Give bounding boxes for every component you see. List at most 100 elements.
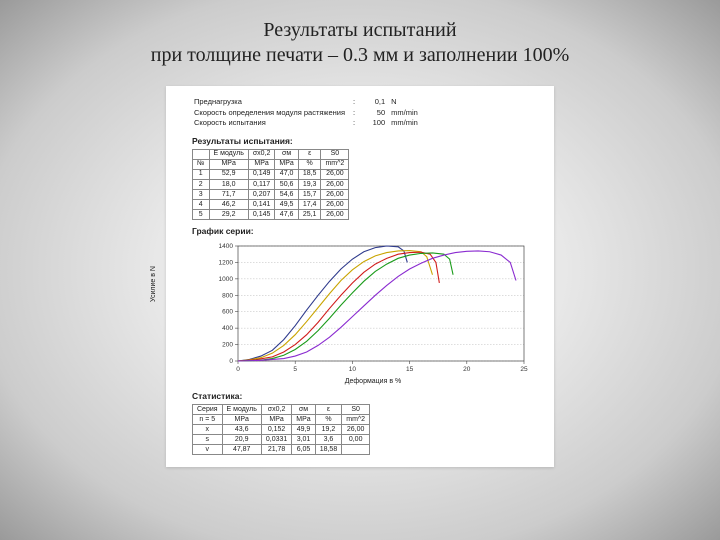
svg-text:10: 10 <box>349 366 357 373</box>
stats-table: СерияE модульσx0,2σмεS0n = 5MPaMPaMPa%mm… <box>192 404 370 455</box>
header-cell: mm^2 <box>321 159 349 169</box>
header-cell: ε <box>315 405 342 415</box>
cell <box>342 445 370 455</box>
cell: 0,117 <box>248 180 275 190</box>
cell: 26,00 <box>321 169 349 179</box>
cell: 43,6 <box>222 425 261 435</box>
header-cell: σx0,2 <box>261 405 291 415</box>
param-value: 50 <box>359 109 389 118</box>
cell: 19,3 <box>298 180 321 190</box>
header-cell: MPa <box>275 159 298 169</box>
cell: 0,141 <box>248 200 275 210</box>
x-axis-label: Деформация в % <box>210 378 536 385</box>
svg-text:200: 200 <box>222 342 233 349</box>
cell: 47,0 <box>275 169 298 179</box>
cell: 20,9 <box>222 435 261 445</box>
cell: 19,2 <box>315 425 342 435</box>
cell: 49,9 <box>292 425 315 435</box>
cell: s <box>193 435 223 445</box>
cell: 17,4 <box>298 200 321 210</box>
svg-text:5: 5 <box>293 366 297 373</box>
param-unit: N <box>391 98 422 107</box>
svg-text:0: 0 <box>236 366 240 373</box>
cell: x <box>193 425 223 435</box>
header-cell: mm^2 <box>342 415 370 425</box>
cell: 18,58 <box>315 445 342 455</box>
parameters-block: Преднагрузка : 0,1 NСкорость определения… <box>192 96 424 130</box>
cell: 26,00 <box>321 180 349 190</box>
svg-text:25: 25 <box>520 366 528 373</box>
header-cell: % <box>298 159 321 169</box>
cell: 52,9 <box>209 169 248 179</box>
header-cell: σм <box>292 405 315 415</box>
cell: 4 <box>193 200 210 210</box>
cell: 47,6 <box>275 210 298 220</box>
cell: 1 <box>193 169 210 179</box>
svg-text:1000: 1000 <box>219 276 234 283</box>
title-line2: при толщине печати – 0.3 мм и заполнении… <box>0 43 720 68</box>
header-cell: MPa <box>222 415 261 425</box>
cell: 26,00 <box>321 210 349 220</box>
header-cell: σм <box>275 149 298 159</box>
param-label: Преднагрузка <box>194 98 349 107</box>
cell: 21,78 <box>261 445 291 455</box>
cell: 54,6 <box>275 190 298 200</box>
cell: 29,2 <box>209 210 248 220</box>
title-line1: Результаты испытаний <box>0 18 720 43</box>
svg-text:1400: 1400 <box>219 243 234 250</box>
cell: 18,0 <box>209 180 248 190</box>
param-unit: mm/min <box>391 119 422 128</box>
cell: 18,5 <box>298 169 321 179</box>
header-cell: Серия <box>193 405 223 415</box>
cell: 49,5 <box>275 200 298 210</box>
header-cell: E модуль <box>222 405 261 415</box>
header-cell: № <box>193 159 210 169</box>
cell: 71,7 <box>209 190 248 200</box>
cell: 3 <box>193 190 210 200</box>
cell: 6,05 <box>292 445 315 455</box>
cell: 0,152 <box>261 425 291 435</box>
header-cell: σx0,2 <box>248 149 275 159</box>
header-cell <box>193 149 210 159</box>
cell: 0,149 <box>248 169 275 179</box>
header-cell: S0 <box>321 149 349 159</box>
svg-text:15: 15 <box>406 366 414 373</box>
cell: 26,00 <box>342 425 370 435</box>
cell: 0,145 <box>248 210 275 220</box>
cell: 26,00 <box>321 190 349 200</box>
cell: 0,00 <box>342 435 370 445</box>
results-table: E модульσx0,2σмεS0№MPaMPaMPa%mm^2152,90,… <box>192 149 349 220</box>
header-cell: % <box>315 415 342 425</box>
header-cell: n = 5 <box>193 415 223 425</box>
svg-text:600: 600 <box>222 309 233 316</box>
header-cell: ε <box>298 149 321 159</box>
cell: v <box>193 445 223 455</box>
header-cell: MPa <box>248 159 275 169</box>
param-label: Скорость определения модуля растяжения <box>194 109 349 118</box>
results-heading: Результаты испытания: <box>192 136 536 146</box>
slide-title: Результаты испытаний при толщине печати … <box>0 0 720 68</box>
header-cell: MPa <box>261 415 291 425</box>
cell: 15,7 <box>298 190 321 200</box>
series-chart: Усилие в N 02004006008001000120014000510… <box>192 240 536 385</box>
cell: 3,6 <box>315 435 342 445</box>
header-cell: S0 <box>342 405 370 415</box>
cell: 0,207 <box>248 190 275 200</box>
header-cell: E модуль <box>209 149 248 159</box>
cell: 0,0331 <box>261 435 291 445</box>
header-cell: MPa <box>292 415 315 425</box>
svg-text:400: 400 <box>222 325 233 332</box>
svg-text:800: 800 <box>222 292 233 299</box>
svg-text:0: 0 <box>229 358 233 365</box>
cell: 50,6 <box>275 180 298 190</box>
svg-text:1200: 1200 <box>219 260 234 267</box>
cell: 25,1 <box>298 210 321 220</box>
param-value: 0,1 <box>359 98 389 107</box>
y-axis-label: Усилие в N <box>150 266 157 302</box>
param-unit: mm/min <box>391 109 422 118</box>
cell: 46,2 <box>209 200 248 210</box>
cell: 47,87 <box>222 445 261 455</box>
stats-heading: Статистика: <box>192 391 536 401</box>
cell: 5 <box>193 210 210 220</box>
header-cell: MPa <box>209 159 248 169</box>
